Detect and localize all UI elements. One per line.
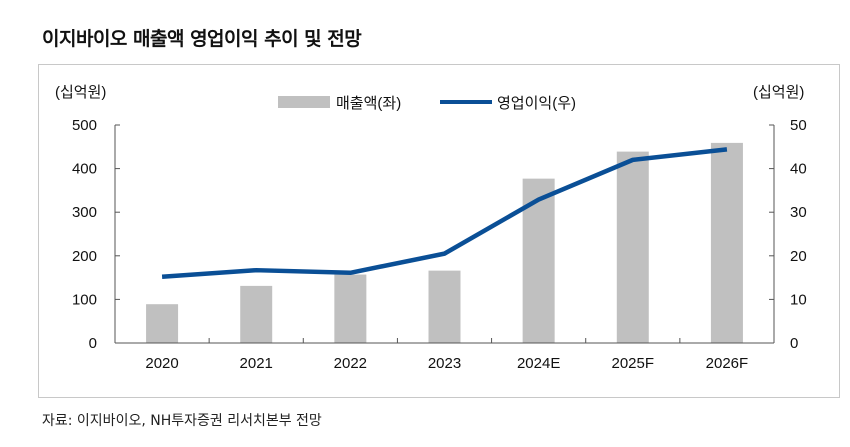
right-tick-label: 0 xyxy=(790,335,798,352)
x-tick-label: 2025F xyxy=(612,355,655,372)
bar-2023 xyxy=(428,270,461,343)
legend: 매출액(좌) 영업이익(우) xyxy=(278,95,576,112)
legend-bar-swatch xyxy=(278,96,330,108)
right-tick-label: 30 xyxy=(790,204,807,221)
bar-2025F xyxy=(616,151,649,343)
chart-frame xyxy=(38,64,840,398)
legend-bar-label: 매출액(좌) xyxy=(336,95,401,112)
chart-title: 이지바이오 매출액 영업이익 추이 및 전망 xyxy=(42,28,362,50)
source-note: 자료: 이지바이오, NH투자증권 리서치본부 전망 xyxy=(42,413,322,429)
left-tick-label: 500 xyxy=(72,117,97,134)
x-tick-label: 2024E xyxy=(517,355,560,372)
bar-2021 xyxy=(240,285,273,343)
left-tick-label: 300 xyxy=(72,204,97,221)
x-tick-label: 2022 xyxy=(334,355,367,372)
right-tick-label: 40 xyxy=(790,161,807,178)
x-tick-label: 2021 xyxy=(240,355,273,372)
bar-2026F xyxy=(710,142,743,343)
legend-line-label: 영업이익(우) xyxy=(497,95,576,112)
left-tick-label: 100 xyxy=(72,291,97,308)
right-axis-label: (십억원) xyxy=(753,84,804,101)
bar-2020 xyxy=(146,304,179,343)
x-tick-label: 2023 xyxy=(428,355,461,372)
bar-2024E xyxy=(522,178,555,343)
left-tick-label: 200 xyxy=(72,248,97,265)
left-tick-label: 400 xyxy=(72,161,97,178)
left-axis-label: (십억원) xyxy=(55,84,106,101)
right-tick-label: 10 xyxy=(790,291,807,308)
x-tick-label: 2026F xyxy=(706,355,749,372)
right-tick-label: 20 xyxy=(790,248,807,265)
x-tick-label: 2020 xyxy=(145,355,178,372)
bar-2022 xyxy=(334,274,367,343)
right-tick-label: 50 xyxy=(790,117,807,134)
left-tick-label: 0 xyxy=(89,335,97,352)
